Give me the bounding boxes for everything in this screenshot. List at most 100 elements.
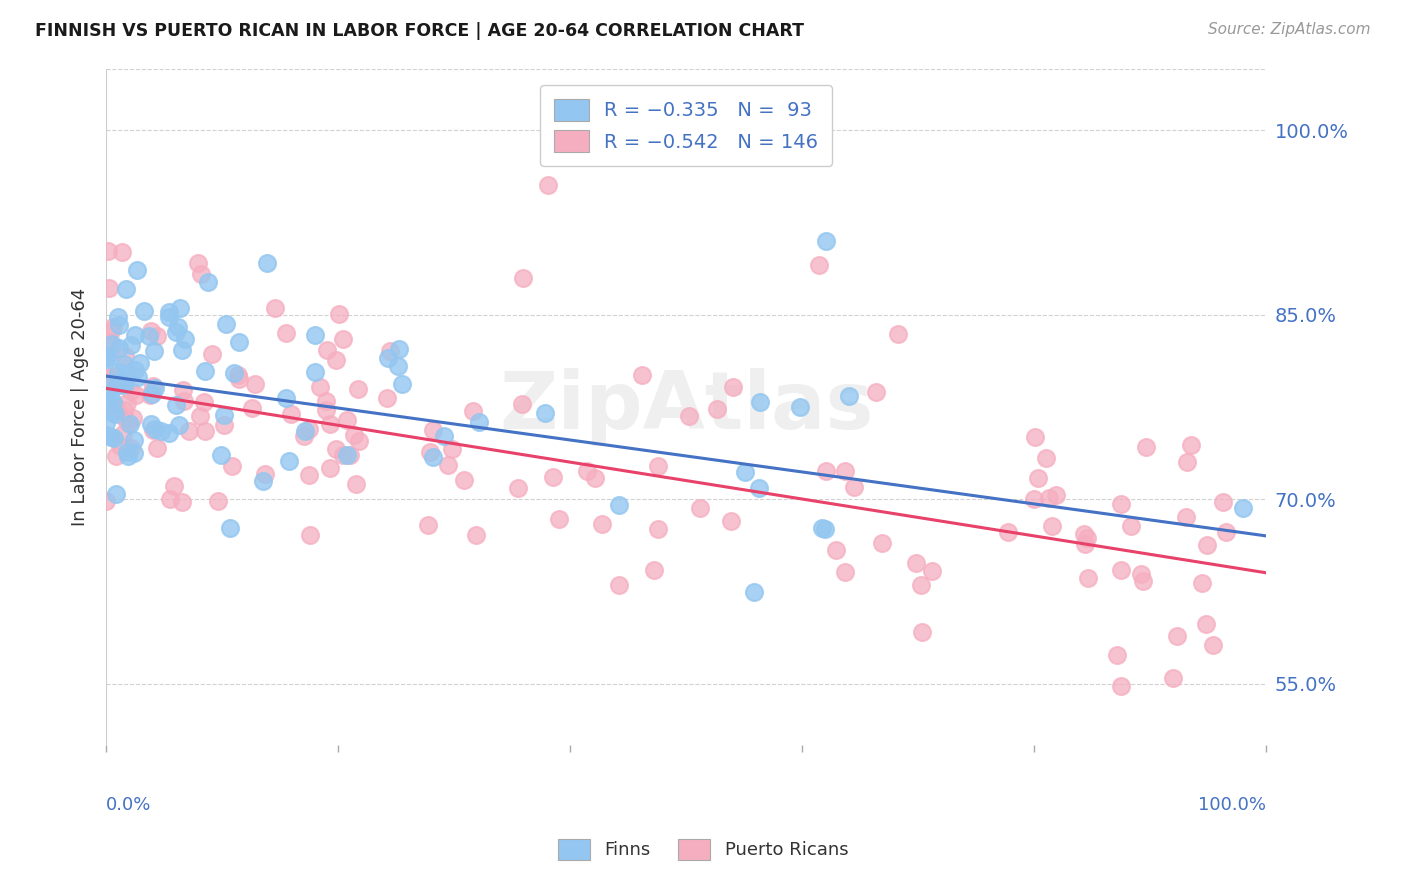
Point	[141, 387, 163, 401]
Point	[1119, 519, 1142, 533]
Point	[689, 501, 711, 516]
Text: ZipAtlas: ZipAtlas	[499, 368, 873, 446]
Point	[789, 400, 811, 414]
Point	[576, 464, 599, 478]
Point	[510, 397, 533, 411]
Point	[114, 349, 136, 363]
Point	[336, 448, 359, 462]
Point	[215, 318, 238, 332]
Point	[276, 326, 298, 340]
Point	[122, 410, 145, 425]
Point	[1180, 438, 1202, 452]
Point	[1232, 501, 1254, 516]
Point	[254, 467, 277, 481]
Point	[207, 494, 229, 508]
Point	[1109, 497, 1132, 511]
Point	[100, 337, 122, 351]
Point	[190, 267, 212, 281]
Point	[825, 543, 848, 558]
Point	[298, 421, 321, 435]
Point	[1109, 563, 1132, 577]
Point	[114, 377, 136, 392]
Point	[138, 329, 160, 343]
Point	[124, 328, 146, 343]
Point	[1109, 679, 1132, 693]
Point	[1024, 430, 1046, 444]
Point	[325, 353, 347, 368]
Point	[347, 434, 370, 448]
Point	[328, 307, 350, 321]
Point	[506, 481, 529, 495]
Point	[1166, 629, 1188, 643]
Point	[391, 377, 413, 392]
Point	[173, 332, 195, 346]
Y-axis label: In Labor Force | Age 20-64: In Labor Force | Age 20-64	[72, 287, 89, 526]
Point	[315, 394, 337, 409]
Point	[315, 403, 337, 417]
Point	[112, 403, 135, 417]
Point	[125, 388, 148, 402]
Point	[96, 427, 118, 442]
Point	[194, 424, 217, 438]
Point	[114, 411, 136, 425]
Point	[157, 425, 180, 440]
Point	[865, 384, 887, 399]
Point	[97, 335, 120, 350]
Point	[921, 564, 943, 578]
Point	[1024, 492, 1046, 507]
Point	[1174, 510, 1197, 524]
Legend: Finns, Puerto Ricans: Finns, Puerto Ricans	[550, 831, 856, 867]
Point	[104, 450, 127, 464]
Point	[142, 379, 165, 393]
Point	[122, 445, 145, 459]
Point	[706, 402, 728, 417]
Point	[1038, 491, 1060, 505]
Point	[742, 584, 765, 599]
Point	[107, 310, 129, 324]
Point	[387, 359, 409, 374]
Point	[1202, 638, 1225, 652]
Point	[842, 480, 865, 494]
Point	[512, 270, 534, 285]
Point	[278, 454, 301, 468]
Point	[332, 332, 354, 346]
Point	[100, 369, 122, 384]
Point	[811, 521, 834, 535]
Point	[110, 378, 132, 392]
Point	[115, 444, 138, 458]
Point	[298, 467, 321, 482]
Point	[142, 423, 165, 437]
Point	[165, 398, 187, 412]
Point	[1076, 531, 1098, 545]
Point	[132, 304, 155, 318]
Point	[465, 528, 488, 542]
Point	[453, 473, 475, 487]
Point	[647, 522, 669, 536]
Point	[541, 469, 564, 483]
Point	[344, 477, 367, 491]
Point	[441, 442, 464, 456]
Point	[1132, 574, 1154, 589]
Point	[332, 449, 354, 463]
Point	[377, 351, 399, 365]
Point	[887, 326, 910, 341]
Point	[117, 416, 139, 430]
Point	[1195, 617, 1218, 632]
Point	[838, 389, 860, 403]
Point	[120, 338, 142, 352]
Point	[870, 535, 893, 549]
Point	[101, 394, 124, 409]
Point	[591, 516, 613, 531]
Point	[678, 409, 700, 424]
Point	[1215, 525, 1237, 540]
Point	[146, 441, 169, 455]
Point	[98, 390, 121, 404]
Point	[647, 458, 669, 473]
Point	[107, 341, 129, 355]
Point	[422, 450, 444, 464]
Point	[222, 366, 245, 380]
Point	[157, 305, 180, 319]
Point	[145, 381, 167, 395]
Point	[96, 417, 118, 431]
Point	[172, 383, 194, 397]
